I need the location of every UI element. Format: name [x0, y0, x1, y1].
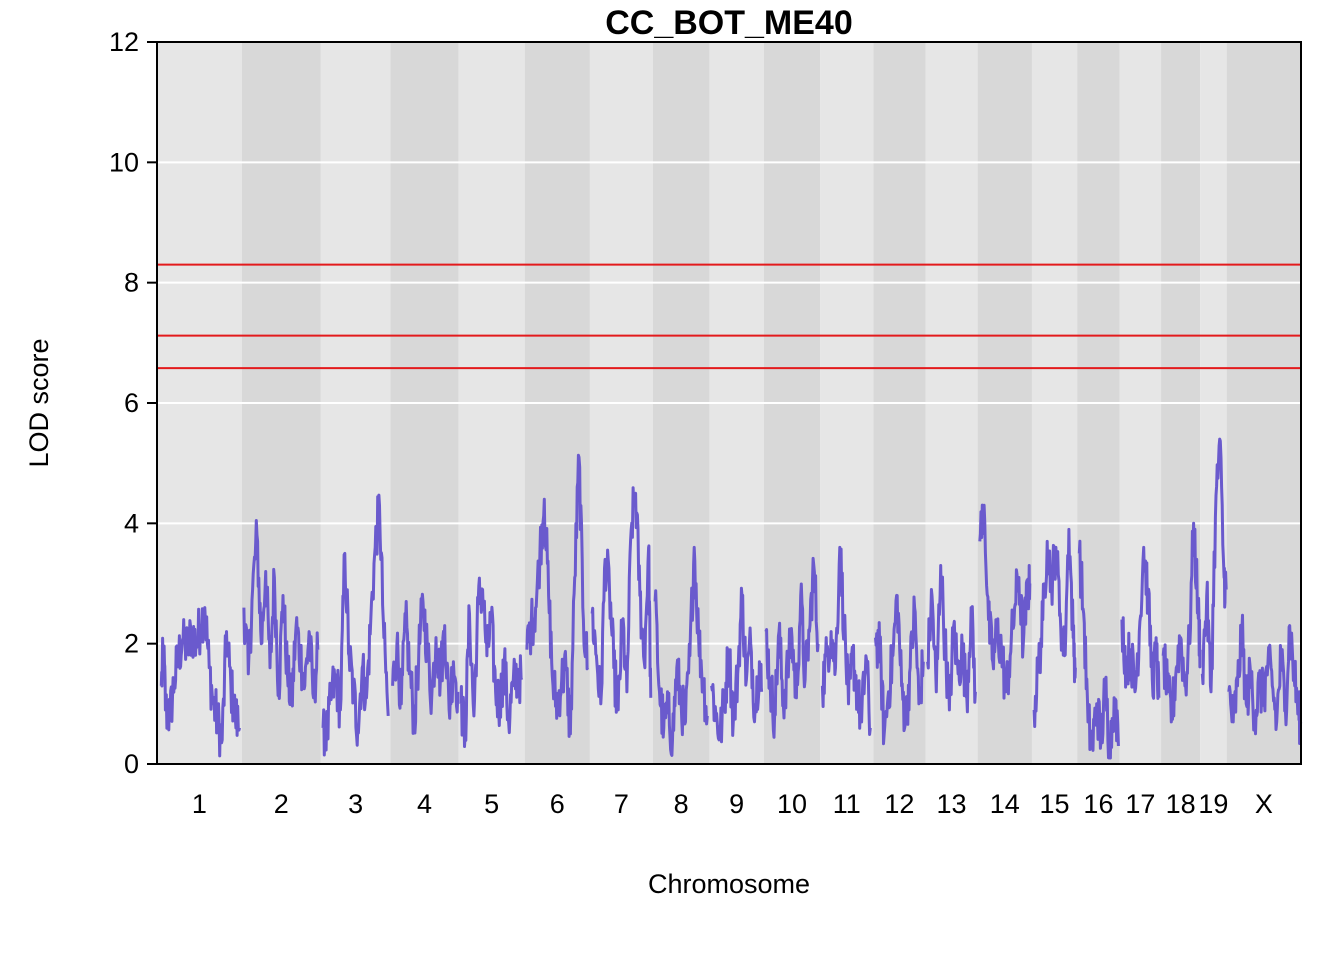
x-tick-label-7: 7 — [614, 789, 629, 819]
x-tick-label-8: 8 — [674, 789, 689, 819]
lod-line-chr-5 — [459, 576, 524, 748]
lod-line-chr-14 — [978, 503, 1032, 700]
y-tick-label-0: 0 — [124, 749, 139, 779]
threshold-lines — [157, 263, 1301, 370]
y-tick-label-10: 10 — [109, 147, 139, 177]
x-tick-label-X: X — [1255, 789, 1273, 819]
x-tick-label-14: 14 — [990, 789, 1020, 819]
lod-line-chr-19 — [1200, 437, 1228, 694]
x-tick-label-15: 15 — [1040, 789, 1070, 819]
x-axis: 1 2 3 4 5 6 7 8 9 10 11 12 13 14 15 16 17 18 19 X — [192, 789, 1273, 819]
lod-line-chr-16 — [1077, 539, 1120, 760]
x-tick-label-10: 10 — [777, 789, 807, 819]
y-axis: 0 2 4 6 8 10 12 — [109, 27, 157, 779]
x-tick-label-16: 16 — [1083, 789, 1113, 819]
y-tick-label-6: 6 — [124, 388, 139, 418]
lod-line-chr-10 — [764, 556, 820, 739]
x-tick-label-5: 5 — [484, 789, 499, 819]
x-tick-label-17: 17 — [1125, 789, 1155, 819]
x-tick-label-4: 4 — [417, 789, 432, 819]
y-axis-label: LOD score — [24, 338, 54, 467]
lod-line-chr-X — [1227, 613, 1303, 745]
y-tick-label-12: 12 — [109, 27, 139, 57]
lod-line-chr-1 — [159, 606, 242, 758]
lod-line-chr-4 — [391, 592, 460, 735]
x-tick-label-11: 11 — [833, 789, 861, 819]
lod-series — [159, 437, 1303, 760]
lod-line-chr-8 — [653, 545, 709, 757]
lod-line-chr-12 — [874, 593, 925, 746]
lod-line-chr-2 — [242, 519, 320, 708]
x-tick-label-18: 18 — [1166, 789, 1196, 819]
lod-line-chr-6 — [525, 453, 590, 738]
lod-line-chr-3 — [321, 493, 390, 757]
x-tick-label-6: 6 — [550, 789, 565, 819]
lod-line-chr-15 — [1032, 527, 1077, 728]
x-tick-label-2: 2 — [274, 789, 289, 819]
y-tick-label-8: 8 — [124, 268, 139, 298]
y-tick-label-4: 4 — [124, 508, 139, 538]
chart-title: CC_BOT_ME40 — [605, 4, 853, 42]
x-tick-label-9: 9 — [729, 789, 744, 819]
x-tick-label-19: 19 — [1198, 789, 1228, 819]
x-tick-label-12: 12 — [884, 789, 914, 819]
y-tick-label-2: 2 — [124, 629, 139, 659]
lod-line-chr-7 — [590, 486, 653, 714]
lod-line-chr-18 — [1161, 521, 1202, 724]
lod-line-chr-13 — [926, 564, 977, 714]
lod-line-chr-11 — [820, 545, 872, 736]
lod-line-chr-9 — [710, 586, 764, 744]
lod-line-chr-17 — [1120, 545, 1161, 700]
x-tick-label-13: 13 — [937, 789, 967, 819]
x-axis-label: Chromosome — [648, 869, 810, 899]
x-tick-label-3: 3 — [348, 789, 363, 819]
x-tick-label-1: 1 — [192, 789, 207, 819]
